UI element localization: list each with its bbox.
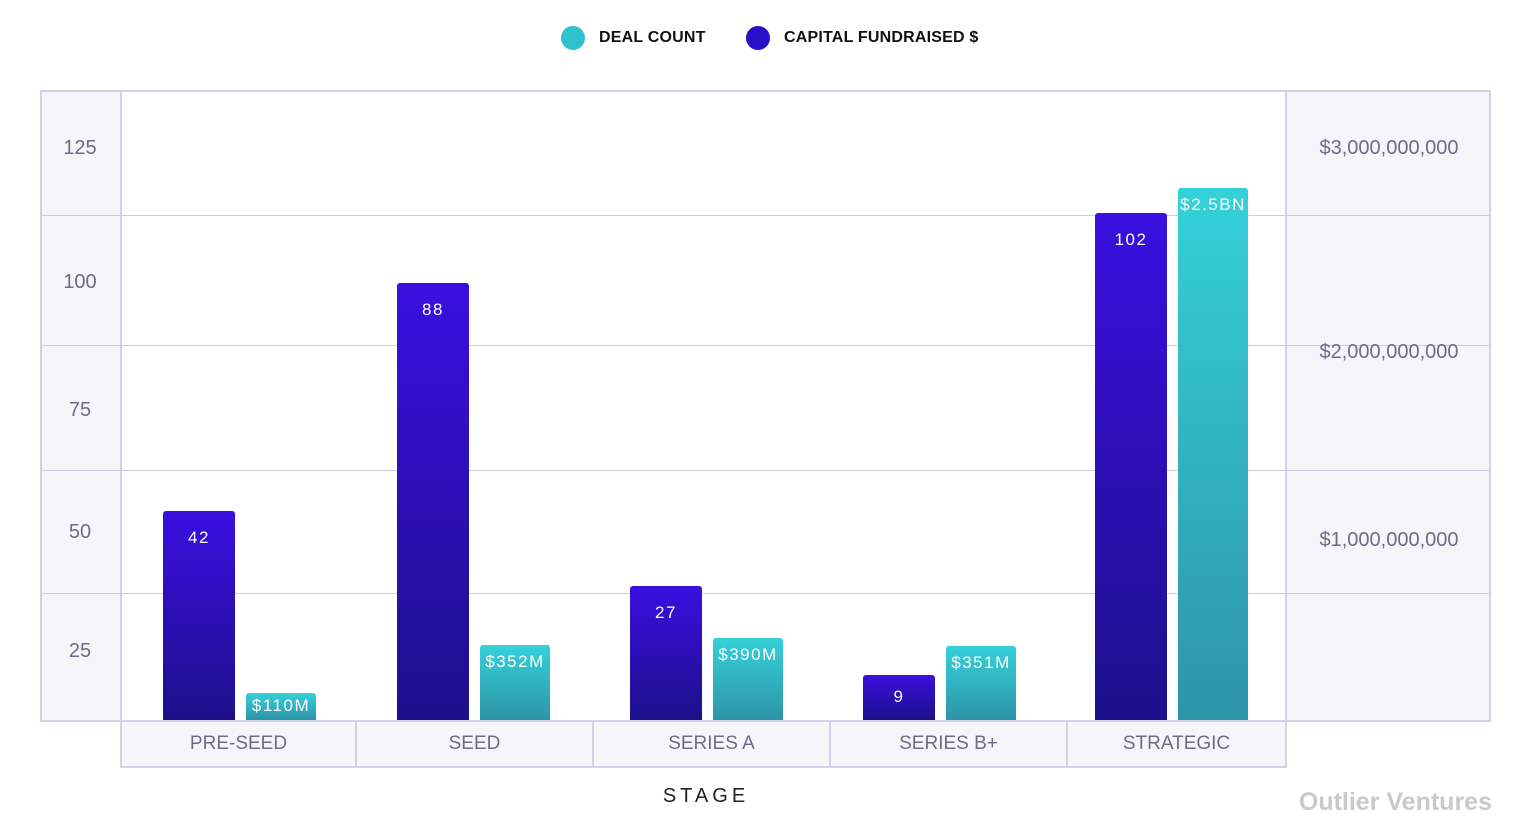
bar-value-label: $352M xyxy=(485,652,545,672)
bar-value-label: 9 xyxy=(893,687,905,707)
bar-value-label: 27 xyxy=(655,602,677,622)
bar-value-label: 42 xyxy=(188,528,210,548)
category-label: SERIES A xyxy=(594,720,831,767)
gridline xyxy=(40,215,1490,216)
category-label: SEED xyxy=(357,720,594,767)
bar-capital[interactable] xyxy=(713,638,783,720)
bar-value-label: 88 xyxy=(422,299,444,319)
gridline xyxy=(40,345,1490,346)
left-tick-label: 50 xyxy=(68,521,92,543)
right-tick-label: $3,000,000,000 xyxy=(1319,137,1459,159)
brand-logo: Outlier Ventures xyxy=(1298,788,1492,816)
legend-item-capital[interactable]: CAPITAL FUNDRAISED $ xyxy=(746,26,979,50)
bar-capital[interactable] xyxy=(946,645,1016,720)
bar-deal-count[interactable] xyxy=(1095,213,1167,720)
left-axis-panel xyxy=(40,90,122,722)
bar-value-label: $351M xyxy=(951,652,1011,672)
plot-area xyxy=(120,90,1287,722)
bar-capital[interactable] xyxy=(246,693,316,720)
left-tick-label: 75 xyxy=(68,399,92,421)
bar-capital[interactable] xyxy=(1178,188,1248,720)
bar-deal-count[interactable] xyxy=(630,585,702,720)
category-label: STRATEGIC xyxy=(1122,732,1231,754)
bar-value-label: $110M xyxy=(251,696,311,716)
legend: DEAL COUNT CAPITAL FUNDRAISED $ xyxy=(0,26,1536,54)
left-tick-label: 125 xyxy=(63,137,97,159)
legend-label-deal-count: DEAL COUNT xyxy=(599,29,706,46)
bar-capital[interactable] xyxy=(480,645,550,720)
category-label: SERIES B+ xyxy=(831,720,1068,767)
category-axis-panel xyxy=(120,720,1287,768)
bar-deal-count[interactable] xyxy=(397,282,469,720)
legend-label-capital: CAPITAL FUNDRAISED $ xyxy=(784,29,979,46)
right-tick-label: $1,000,000,000 xyxy=(1319,529,1459,551)
x-axis-label: STAGE xyxy=(662,785,750,807)
gridline xyxy=(40,470,1490,471)
bar-value-label: 102 xyxy=(1114,230,1148,250)
bar-value-label: $2.5BN xyxy=(1180,195,1246,214)
category-label: PRE-SEED xyxy=(122,720,357,767)
teal-dot-icon xyxy=(561,26,585,50)
bar-deal-count[interactable] xyxy=(863,675,935,720)
left-tick-label: 25 xyxy=(68,640,92,662)
left-tick-label: 100 xyxy=(63,271,97,293)
gridline xyxy=(40,593,1490,594)
bar-deal-count[interactable] xyxy=(163,511,235,720)
bar-value-label: $390M xyxy=(718,645,778,664)
purple-dot-icon xyxy=(746,26,770,50)
right-axis-panel xyxy=(1285,90,1491,722)
legend-item-deal-count[interactable]: DEAL COUNT xyxy=(561,26,706,50)
right-tick-label: $2,000,000,000 xyxy=(1319,341,1459,363)
